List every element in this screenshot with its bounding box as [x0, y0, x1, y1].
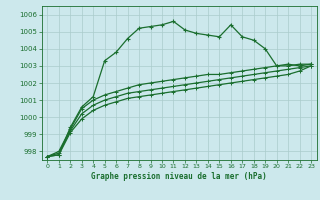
- X-axis label: Graphe pression niveau de la mer (hPa): Graphe pression niveau de la mer (hPa): [91, 172, 267, 181]
